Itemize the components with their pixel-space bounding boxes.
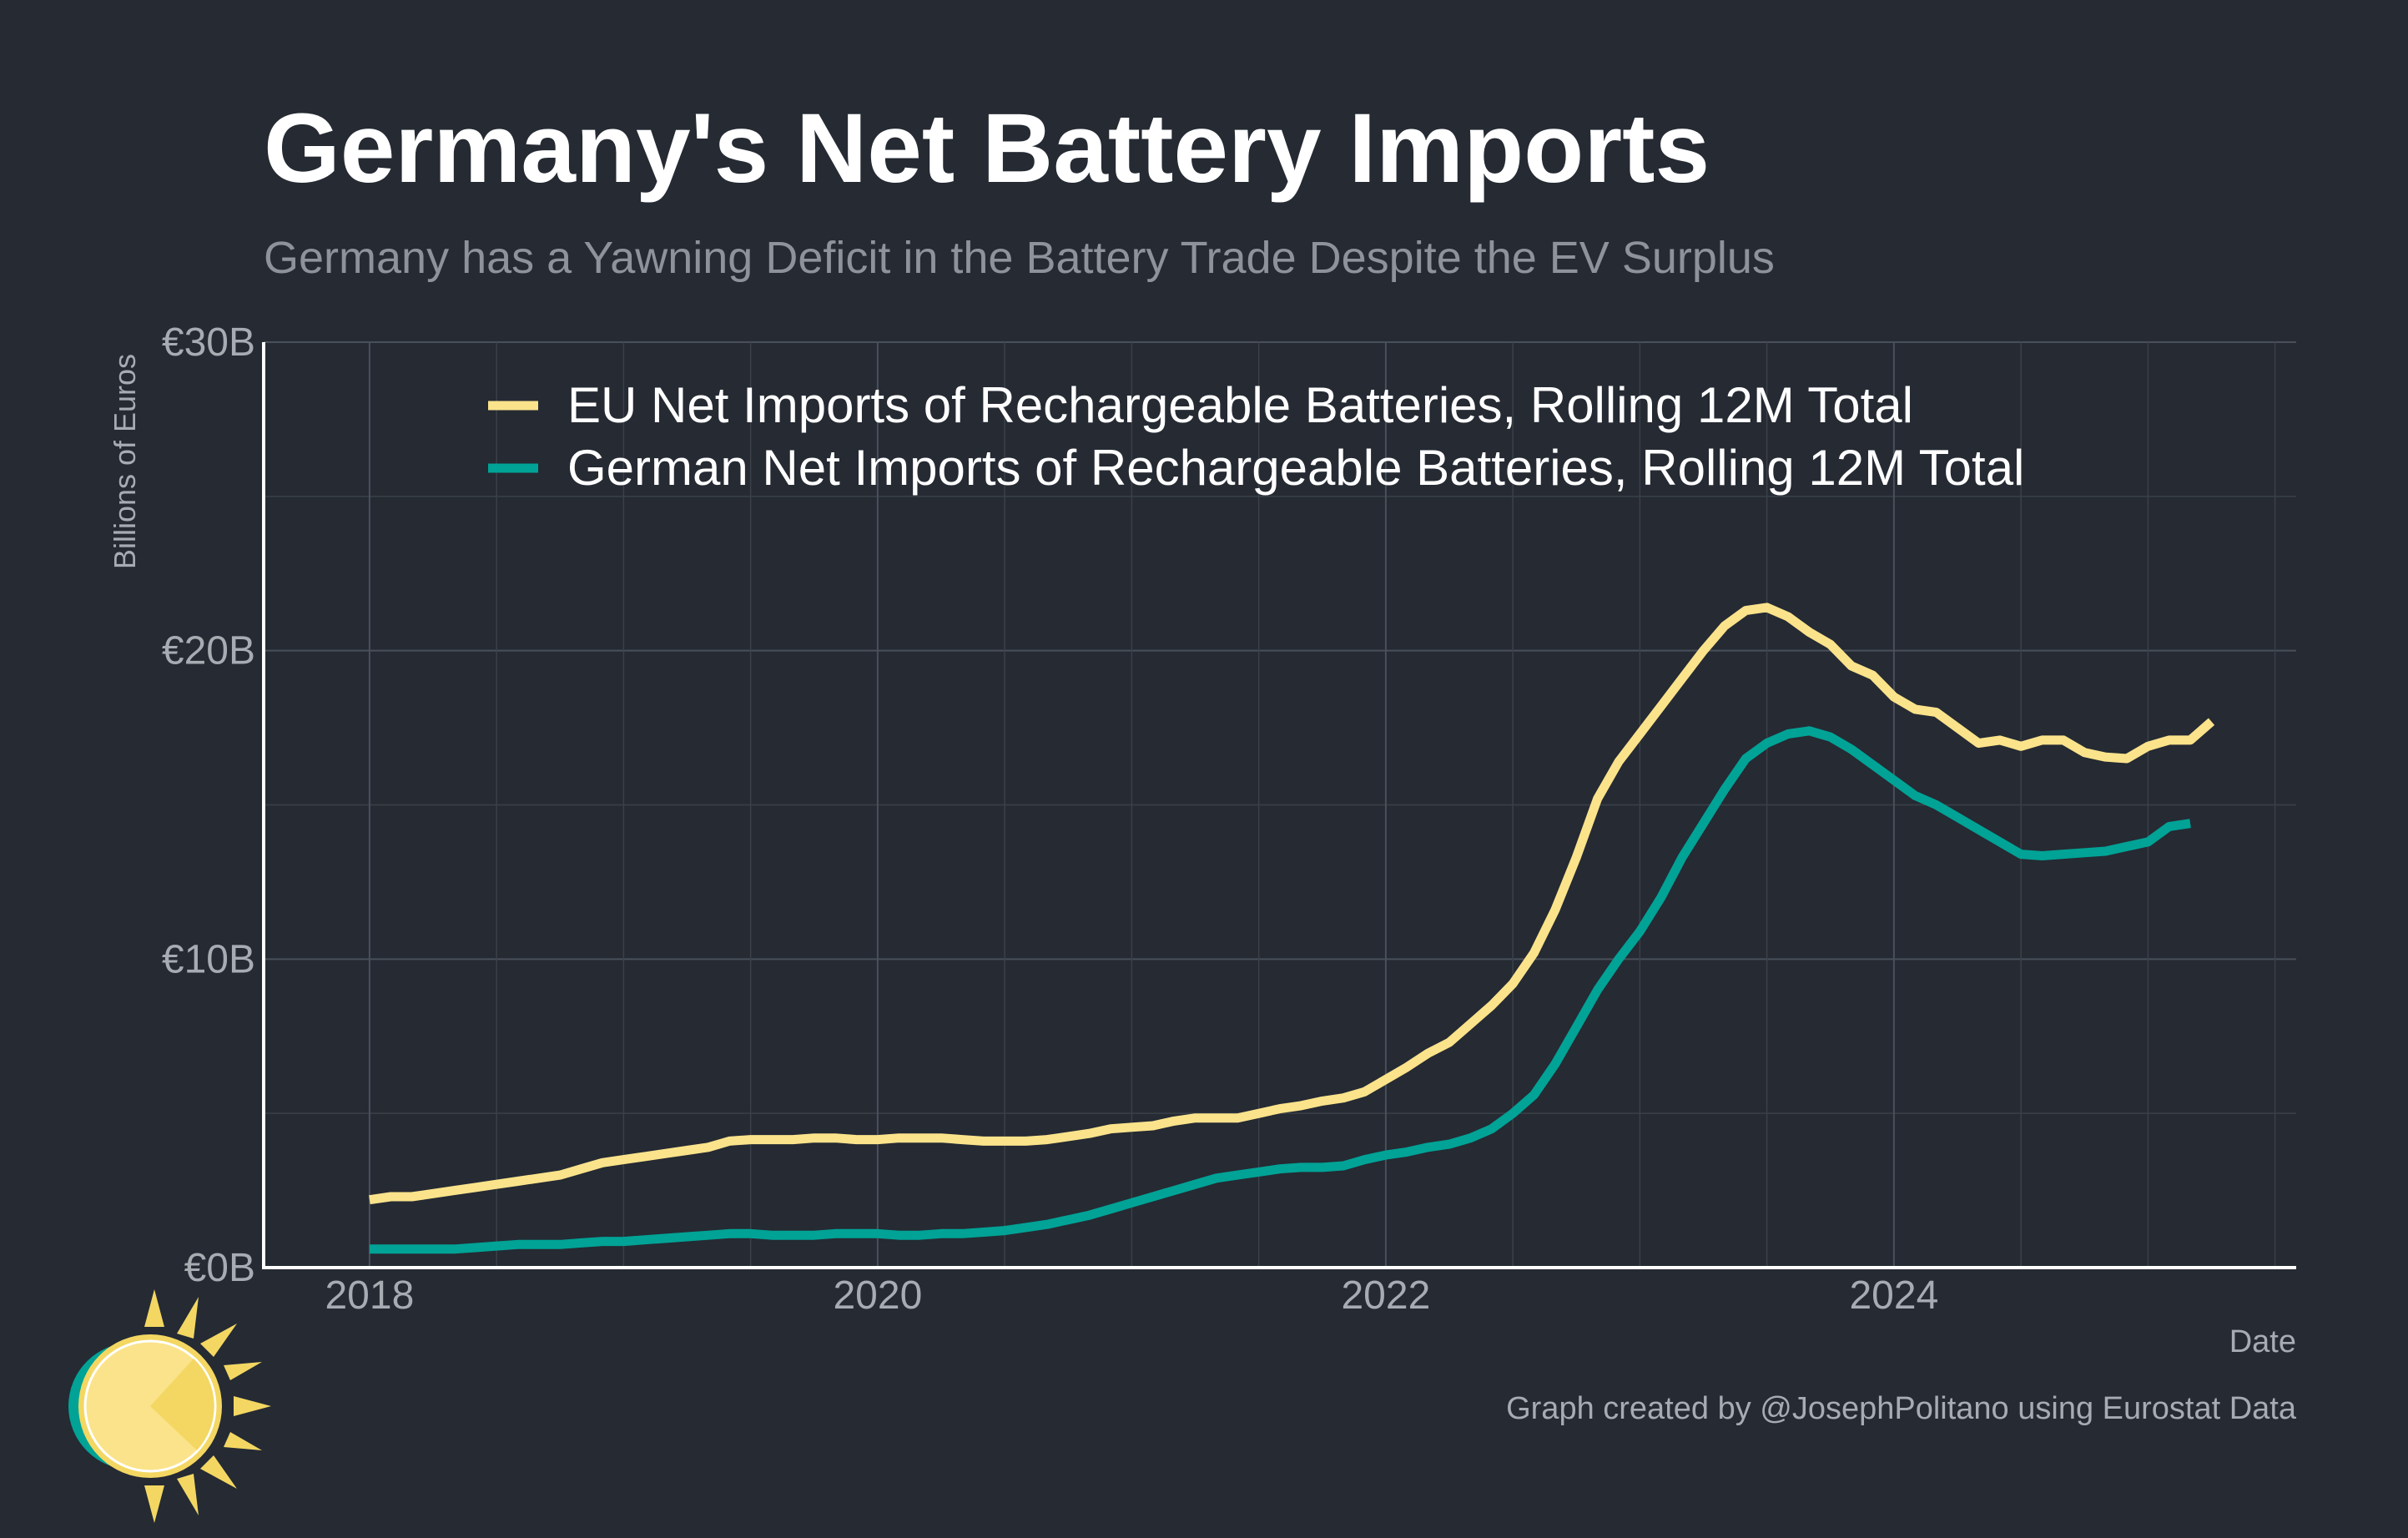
series-line-eu [369, 603, 2215, 1205]
y-axis-title: Billions of Euros [108, 354, 142, 569]
legend-label: German Net Imports of Rechargeable Batte… [567, 440, 2024, 496]
chart-title: Germany's Net Battery Imports [264, 93, 1710, 204]
x-tick-label: 2018 [325, 1273, 414, 1318]
x-tick-label: 2022 [1341, 1273, 1430, 1318]
y-tick-label: €10B [162, 937, 255, 981]
series-line-germany [369, 726, 2191, 1254]
x-tick-label: 2020 [833, 1273, 922, 1318]
sun-logo-icon [68, 1289, 271, 1523]
axes: €0B €10B €20B €30B 2018 2020 2022 2024 [162, 320, 2296, 1318]
series-lines [369, 603, 2215, 1254]
x-axis-title: Date [2229, 1324, 2296, 1359]
y-tick-label: €20B [162, 629, 255, 673]
x-tick-label: 2024 [1849, 1273, 1938, 1318]
chart-subtitle: Germany has a Yawning Deficit in the Bat… [264, 233, 1775, 283]
y-tick-label: €30B [162, 320, 255, 365]
source-caption: Graph created by @JosephPolitano using E… [1506, 1391, 2297, 1426]
y-tick-label: €0B [184, 1246, 255, 1290]
legend: EU Net Imports of Rechargeable Batteries… [488, 377, 2024, 496]
legend-label: EU Net Imports of Rechargeable Batteries… [567, 377, 1913, 433]
